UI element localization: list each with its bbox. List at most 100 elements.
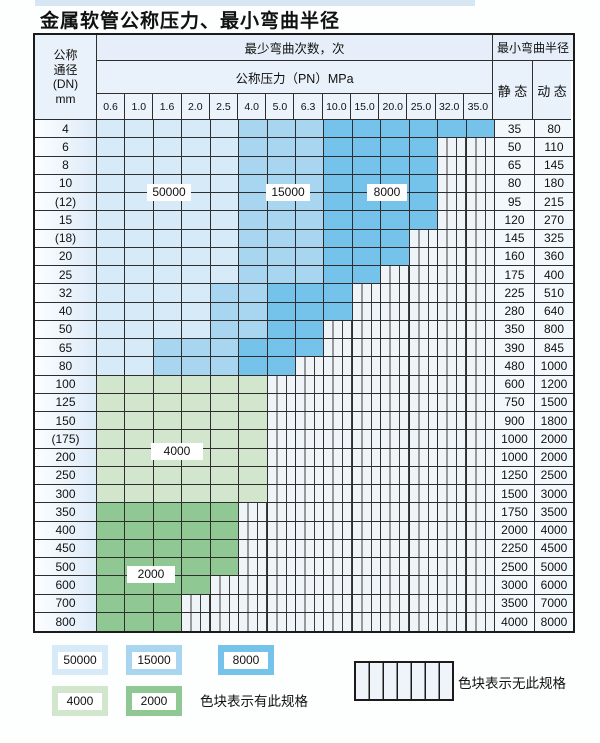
spec-cell-50000 <box>125 320 154 339</box>
radius-header: 最小弯曲半径 <box>493 35 573 61</box>
no-spec-cell <box>409 466 439 485</box>
spec-cell-2000 <box>97 539 126 558</box>
spec-cell-15000 <box>296 156 325 175</box>
dn-value: 8 <box>35 156 97 175</box>
spec-cell-4000 <box>210 393 240 412</box>
spec-cell-15000 <box>239 247 268 266</box>
spec-cell-8000 <box>352 138 382 157</box>
no-spec-cell <box>409 448 439 467</box>
no-spec-cell <box>352 393 382 412</box>
dn-value: 50 <box>35 320 97 339</box>
spec-cell-8000 <box>324 266 353 285</box>
no-spec-cell <box>352 612 382 631</box>
no-spec-cell <box>352 320 382 339</box>
spec-cell-4000 <box>239 466 268 485</box>
no-spec-cell <box>438 193 467 212</box>
spec-cell-4000 <box>125 375 154 394</box>
no-spec-cell <box>324 448 353 467</box>
spec-cell-8000 <box>324 156 353 175</box>
table-row: 100 600 1200 <box>35 375 573 394</box>
region-label-50000: 50000 <box>147 184 191 201</box>
spec-cell-15000 <box>267 266 296 285</box>
spec-cell-50000 <box>153 247 183 266</box>
no-spec-cell <box>438 320 467 339</box>
dn-header-line: 通径 <box>53 62 78 77</box>
dn-value: 20 <box>35 247 97 266</box>
spec-cell-50000 <box>182 211 211 230</box>
spec-cell-50000 <box>182 138 211 157</box>
dn-value: 350 <box>35 503 97 522</box>
spec-cell-50000 <box>182 120 211 139</box>
spec-cell-50000 <box>153 156 183 175</box>
no-spec-cell <box>409 594 439 613</box>
no-spec-cell <box>438 485 467 504</box>
static-column-header: 静 态 <box>493 61 533 120</box>
static-radius-value: 2000 <box>495 521 535 540</box>
spec-cell-50000 <box>97 320 126 339</box>
no-spec-cell <box>466 247 495 266</box>
no-spec-cell <box>381 521 410 540</box>
spec-cell-50000 <box>153 138 183 157</box>
spec-cell-15000 <box>267 120 296 139</box>
spec-cell-8000 <box>267 302 296 321</box>
no-spec-cell <box>381 485 410 504</box>
spec-cell-50000 <box>97 266 126 285</box>
no-spec-cell <box>409 375 439 394</box>
static-radius-value: 145 <box>495 229 535 248</box>
no-spec-cell <box>409 357 439 376</box>
table-row: 500 2500 5000 <box>35 558 573 577</box>
no-spec-cell <box>438 393 467 412</box>
spec-cell-8000 <box>296 339 325 358</box>
region-label-2000: 2000 <box>127 566 175 583</box>
spec-cell-50000 <box>125 174 154 193</box>
spec-cell-4000 <box>182 375 211 394</box>
spec-cell-15000 <box>239 156 268 175</box>
spec-cell-4000 <box>182 393 211 412</box>
table-header: 公称 通径 (DN) mm 最少弯曲次数，次 公称压力（PN）MPa 0.6 1.… <box>35 35 573 120</box>
no-spec-cell <box>466 156 495 175</box>
static-radius-value: 2250 <box>495 539 535 558</box>
dn-header-line: 公称 <box>53 48 78 62</box>
no-spec-cell <box>381 412 410 431</box>
legend-swatch-label: 50000 <box>58 651 102 669</box>
spec-cell-50000 <box>125 120 154 139</box>
table-row: 50 350 800 <box>35 320 573 339</box>
spec-cell-2000 <box>153 594 183 613</box>
static-radius-value: 35 <box>495 120 535 139</box>
no-spec-cell <box>324 539 353 558</box>
spec-cell-15000 <box>182 339 211 358</box>
no-spec-cell <box>466 521 495 540</box>
table-row: 350 1750 3500 <box>35 503 573 522</box>
dn-value: 40 <box>35 302 97 321</box>
no-spec-cell <box>267 576 296 595</box>
dn-value: 10 <box>35 174 97 193</box>
cycles-header: 最少弯曲次数，次 <box>97 35 492 61</box>
no-spec-cell <box>438 174 467 193</box>
spec-cell-50000 <box>125 229 154 248</box>
spec-cell-8000 <box>324 138 353 157</box>
pressure-tick: 1.6 <box>153 94 182 120</box>
no-spec-cell <box>296 539 325 558</box>
no-spec-cell <box>381 357 410 376</box>
spec-cell-8000 <box>409 174 439 193</box>
dn-value: 4 <box>35 120 97 139</box>
no-spec-cell <box>267 375 296 394</box>
spec-cell-50000 <box>97 247 126 266</box>
legend-swatch-label: 8000 <box>224 651 268 669</box>
no-spec-cell <box>352 339 382 358</box>
spec-cell-50000 <box>182 266 211 285</box>
table-row: 150 900 1800 <box>35 412 573 431</box>
static-radius-value: 160 <box>495 247 535 266</box>
no-spec-cell <box>324 393 353 412</box>
spec-cell-4000 <box>125 393 154 412</box>
no-spec-cell <box>352 284 382 303</box>
spec-cell-4000 <box>97 393 126 412</box>
no-spec-cell <box>296 521 325 540</box>
no-spec-cell <box>438 594 467 613</box>
spec-cell-50000 <box>125 302 154 321</box>
spec-cell-8000 <box>324 302 353 321</box>
no-spec-cell <box>438 302 467 321</box>
dynamic-radius-value: 360 <box>535 247 573 266</box>
spec-cell-15000 <box>239 302 268 321</box>
no-spec-cell <box>381 503 410 522</box>
